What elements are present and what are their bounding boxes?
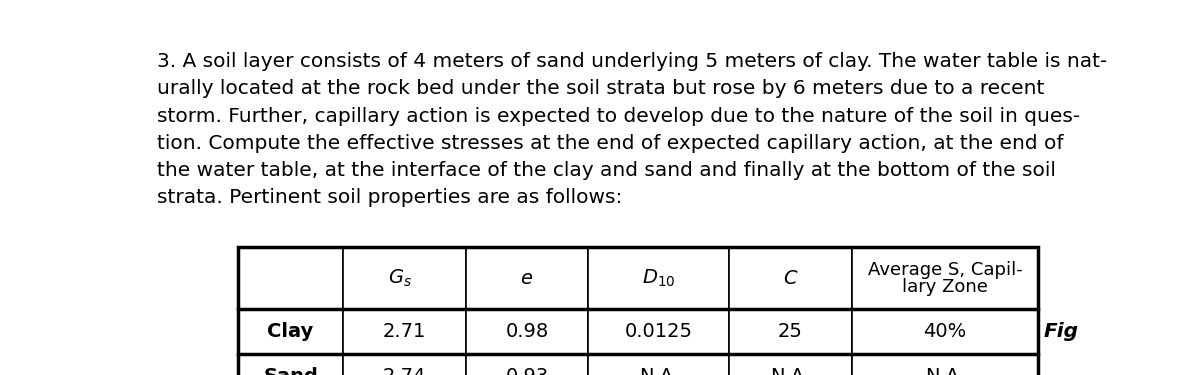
Text: Fig: Fig	[1044, 322, 1079, 341]
Text: 0.93: 0.93	[505, 367, 548, 375]
Text: 3. A soil layer consists of 4 meters of sand underlying 5 meters of clay. The wa: 3. A soil layer consists of 4 meters of …	[157, 52, 1108, 71]
Text: urally located at the rock bed under the soil strata but rose by 6 meters due to: urally located at the rock bed under the…	[157, 80, 1045, 98]
Text: 2.71: 2.71	[383, 322, 426, 341]
Text: 40%: 40%	[923, 322, 967, 341]
Text: N.A.: N.A.	[770, 367, 810, 375]
Text: 2.74: 2.74	[383, 367, 426, 375]
Text: the water table, at the interface of the clay and sand and finally at the bottom: the water table, at the interface of the…	[157, 161, 1056, 180]
Text: $C$: $C$	[782, 268, 798, 288]
Text: lary Zone: lary Zone	[902, 278, 988, 296]
Text: $D_{10}$: $D_{10}$	[642, 267, 676, 289]
Text: 25: 25	[778, 322, 803, 341]
Text: 0.98: 0.98	[505, 322, 548, 341]
Text: Clay: Clay	[268, 322, 313, 341]
Text: tion. Compute the effective stresses at the end of expected capillary action, at: tion. Compute the effective stresses at …	[157, 134, 1064, 153]
Text: $e$: $e$	[521, 268, 534, 288]
Text: N.A.: N.A.	[925, 367, 965, 375]
Text: 0.0125: 0.0125	[625, 322, 692, 341]
Text: N.A.: N.A.	[638, 367, 679, 375]
Text: storm. Further, capillary action is expected to develop due to the nature of the: storm. Further, capillary action is expe…	[157, 106, 1080, 126]
Text: $G_s$: $G_s$	[388, 267, 412, 289]
Text: Sand: Sand	[263, 367, 318, 375]
Text: Average S, Capil-: Average S, Capil-	[868, 261, 1022, 279]
Text: strata. Pertinent soil properties are as follows:: strata. Pertinent soil properties are as…	[157, 188, 623, 207]
